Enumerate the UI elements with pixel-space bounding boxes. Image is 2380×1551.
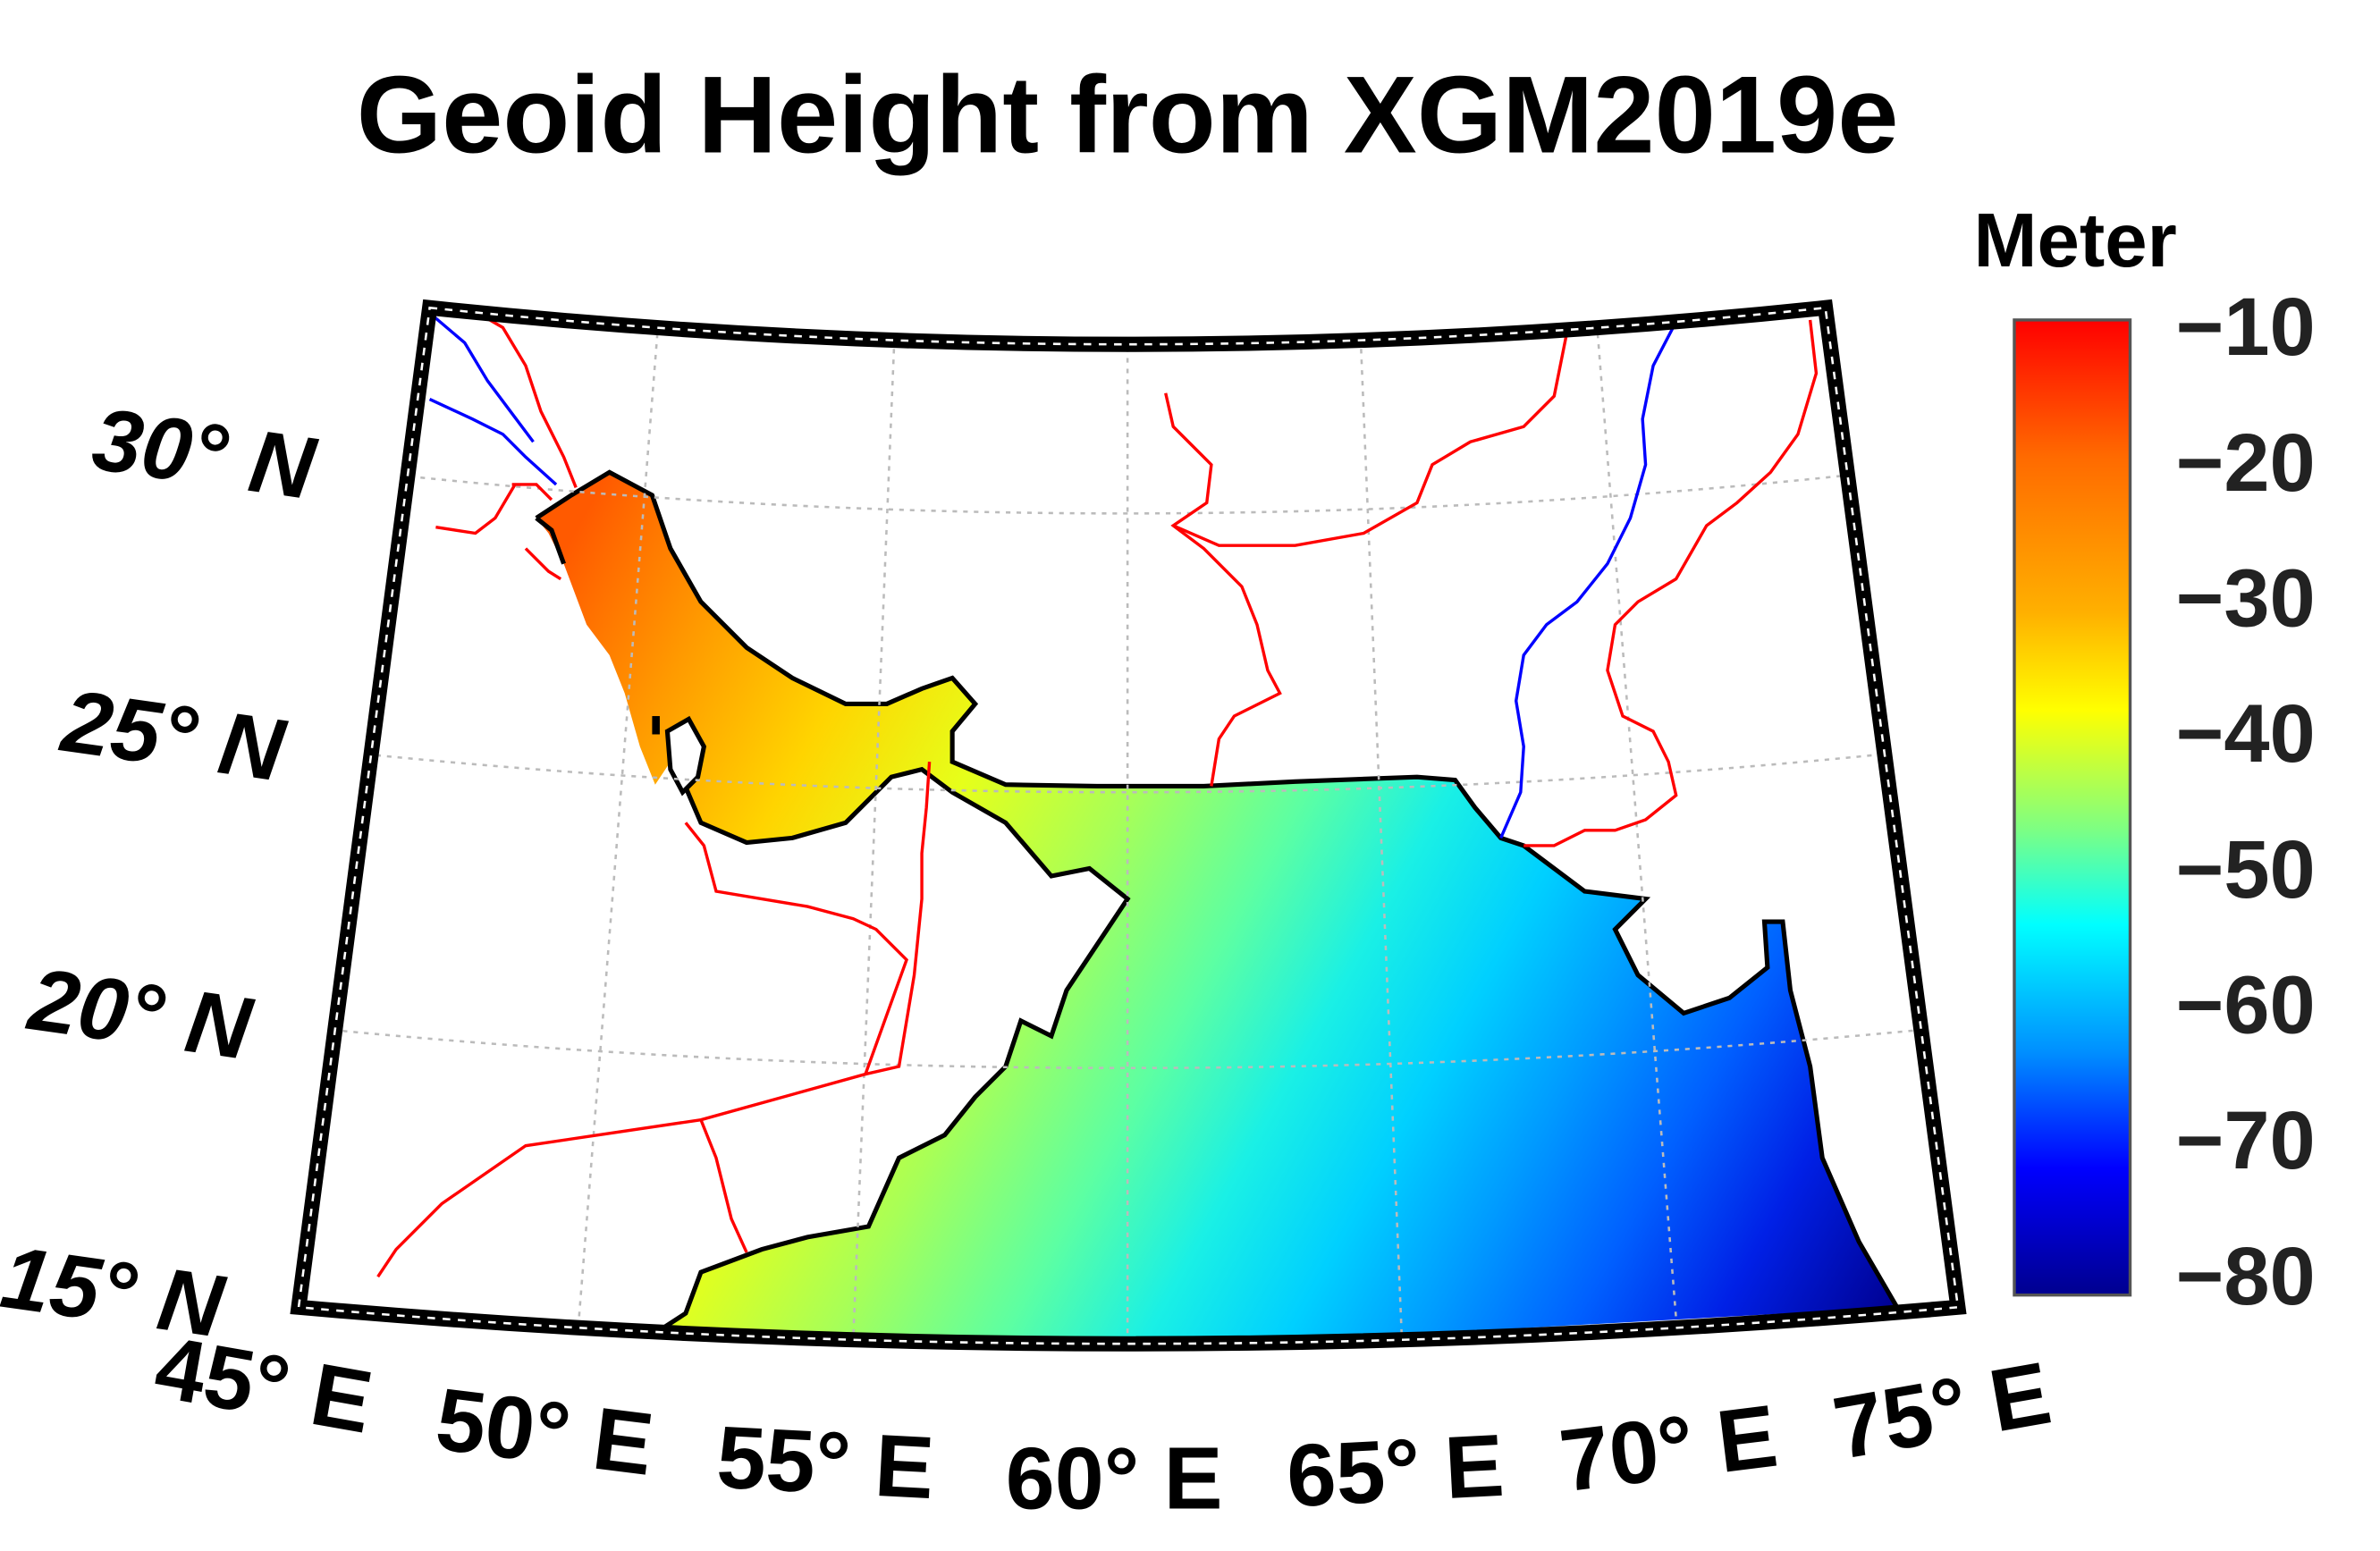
map-panel	[299, 308, 1958, 1344]
lon-label-50: 50° E	[431, 1370, 658, 1494]
colorbar-unit-label: Meter	[1974, 198, 2177, 283]
graticule	[332, 323, 1920, 1344]
colorbar-tick-30: −30	[2176, 552, 2316, 644]
kuwait-coast	[535, 516, 566, 565]
rivers	[428, 316, 1675, 839]
colorbar-tick-40: −40	[2176, 687, 2316, 780]
country-borders	[376, 316, 1819, 1278]
lat-label-20: 20° N	[21, 949, 259, 1078]
lat-label-25: 25° N	[55, 671, 292, 800]
map-frame-inner	[297, 306, 1960, 1345]
lon-label-75: 75° E	[1827, 1344, 2057, 1478]
map-title: Geoid Height from XGM2019e	[357, 54, 1899, 176]
colorbar-tick-20: −20	[2176, 417, 2316, 509]
lon-label-70: 70° E	[1555, 1387, 1782, 1511]
colorbar-tick-50: −50	[2176, 823, 2316, 915]
lon-label-55: 55° E	[714, 1408, 936, 1518]
latitude-labels: 30° N 25° N 20° N 15° N	[0, 390, 323, 1356]
colorbar-tick-80: −80	[2176, 1230, 2316, 1322]
colorbar-tick-10: −10	[2176, 281, 2316, 373]
lat-label-30: 30° N	[87, 390, 323, 518]
lon-label-45: 45° E	[148, 1317, 379, 1451]
coastline-arabia	[654, 730, 1131, 1336]
colorbar-tick-60: −60	[2176, 959, 2316, 1051]
colorbar-ramp	[2013, 318, 2132, 1297]
bahrain	[652, 716, 660, 735]
coastline	[535, 469, 1899, 1309]
colorbar: Meter −10 −20 −30 −40 −50 −60 −70 −80	[1974, 198, 2316, 1322]
lon-label-60: 60° E	[1006, 1429, 1223, 1527]
colorbar-tick-70: −70	[2176, 1094, 2316, 1186]
sea-geoid-field	[536, 472, 1897, 1344]
qatar-coast	[664, 715, 707, 797]
lon-label-65: 65° E	[1284, 1416, 1506, 1526]
